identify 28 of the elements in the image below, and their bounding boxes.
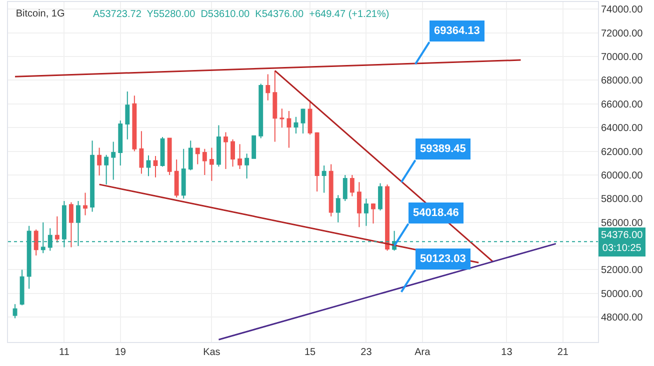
x-tick-label: 19	[114, 347, 126, 358]
x-tick-label: 15	[304, 347, 316, 358]
x-tick-label: 11	[58, 347, 70, 358]
y-tick-label: 52000.00	[601, 265, 644, 276]
y-tick-label: 60000.00	[601, 170, 644, 182]
y-tick-label: 68000.00	[601, 76, 644, 87]
annotation: 59389.45	[420, 143, 466, 155]
y-tick-label: 70000.00	[601, 52, 644, 63]
y-tick-label: 66000.00	[601, 99, 644, 110]
annotation: 50123.03	[420, 253, 466, 265]
x-tick-label: 21	[557, 347, 569, 358]
x-tick-label: Kas	[203, 347, 220, 358]
annotation: 54018.46	[413, 207, 459, 219]
y-tick-label: 74000.00	[601, 4, 644, 16]
y-tick-label: 50000.00	[601, 288, 644, 300]
y-tick-label: 58000.00	[601, 194, 644, 206]
x-tick-label: Ara	[414, 347, 431, 358]
x-tick-label: 13	[501, 347, 513, 358]
y-tick-label: 72000.00	[601, 28, 644, 40]
x-tick-label: 23	[360, 347, 372, 358]
text: Bitcoin, 1G	[16, 8, 65, 20]
ref-line-label: 54376.00 03:10:25	[601, 230, 644, 254]
y-tick-label: 56000.00	[601, 218, 644, 229]
y-tick-label: 62000.00	[601, 146, 644, 158]
annotation: 69364.13	[434, 25, 480, 37]
text: A53723.72 Y55280.00 D53610.00 K54376.00 +649.47 (+1.21%)	[93, 9, 390, 20]
y-tick-label: 48000.00	[601, 312, 644, 324]
y-tick-label: 64000.00	[601, 123, 644, 134]
